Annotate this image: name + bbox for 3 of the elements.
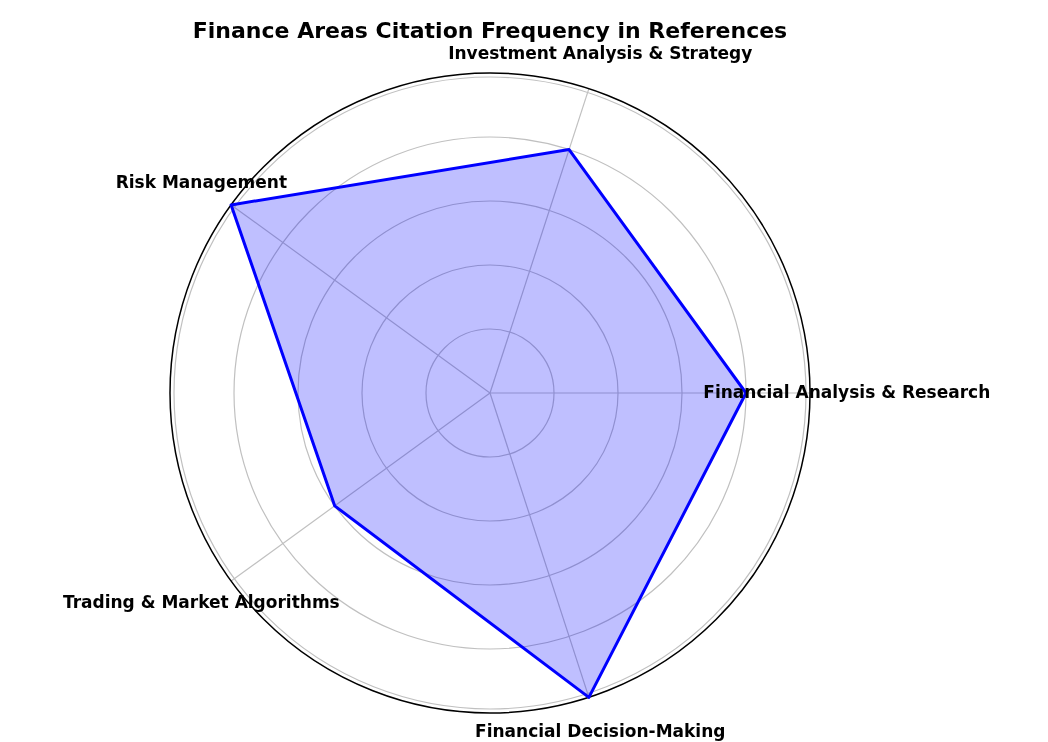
chart-title: Finance Areas Citation Frequency in References [192,18,788,43]
spoke-label: Investment Analysis & Strategy [448,42,753,63]
spoke-label: Financial Decision-Making [475,721,726,742]
